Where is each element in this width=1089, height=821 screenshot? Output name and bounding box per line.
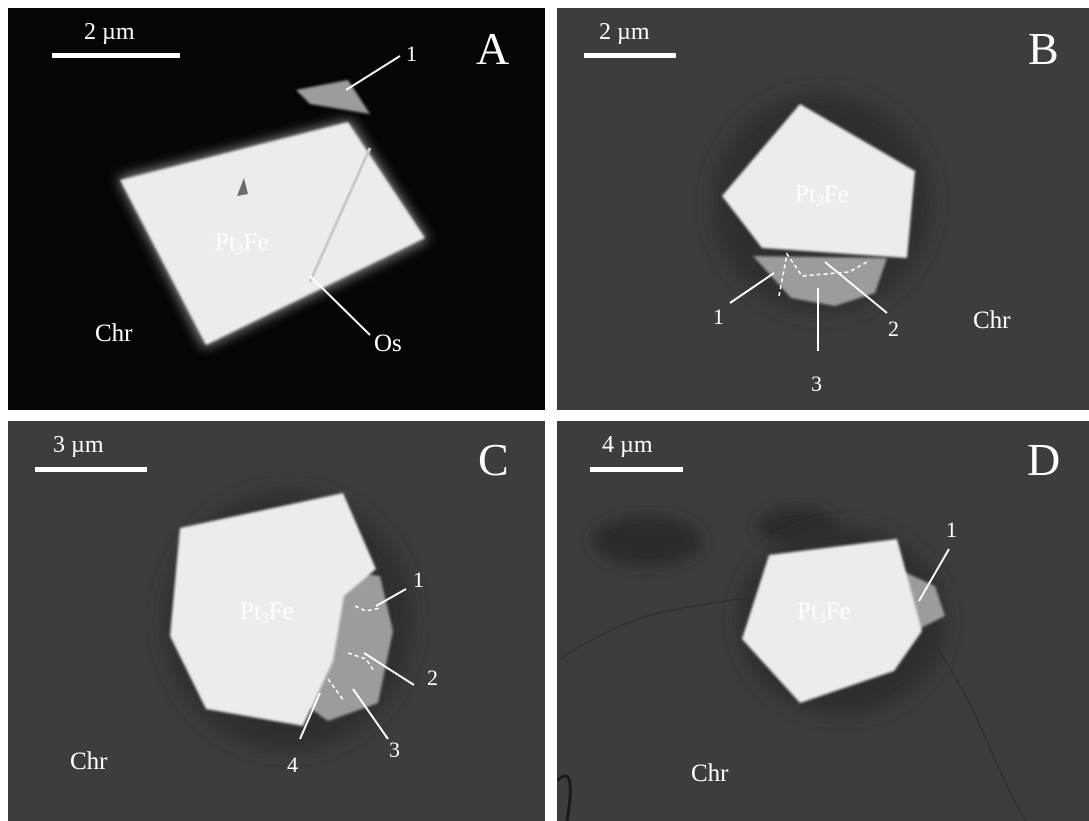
scale-label: 4 µm: [602, 432, 653, 458]
inclusion-zone: [300, 571, 393, 721]
dashed-boundary-3: [327, 678, 345, 702]
scale-label: 3 µm: [53, 432, 104, 458]
label-3: 3: [389, 737, 400, 762]
leader-3: [352, 688, 389, 740]
leader-1: [375, 588, 407, 607]
scale-bar: [52, 53, 180, 58]
matrix-label: Chr: [95, 320, 133, 347]
scale-bar: [35, 467, 147, 472]
panel-c-image: [163, 491, 415, 751]
pt3fe-grain: [742, 539, 922, 703]
panel-a: 2 µm A 1 Pt3Fe Chr Os: [8, 8, 545, 410]
panel-b-image: [712, 93, 932, 351]
grain-label: Pt3Fe: [797, 598, 851, 628]
os-seam: [308, 147, 372, 283]
leader-1: [345, 55, 401, 91]
panel-label: C: [478, 434, 509, 485]
pore: [237, 178, 248, 196]
grain-label: Pt3Fe: [795, 181, 849, 211]
leader-1: [918, 548, 950, 602]
matrix-label: Chr: [691, 760, 729, 787]
inclusion-1: [296, 80, 370, 114]
dashed-boundary: [778, 251, 868, 297]
panel-c: 3 µm C Pt3Fe Chr 1 2 3 4: [8, 421, 545, 821]
label-os: Os: [374, 330, 402, 357]
label-2: 2: [888, 316, 899, 341]
leader-4: [299, 692, 321, 740]
dark-patch: [592, 516, 702, 566]
panel-label: A: [476, 23, 510, 74]
leader-2: [363, 652, 415, 686]
grain-label: Pt3Fe: [240, 598, 294, 628]
crack: [557, 595, 768, 662]
pt3fe-grain: [120, 122, 425, 345]
label-3: 3: [811, 371, 822, 396]
panel-label: B: [1028, 23, 1059, 74]
label-1: 1: [406, 41, 417, 66]
leader-1: [729, 272, 775, 304]
label-1: 1: [946, 517, 957, 542]
scale-bar: [584, 53, 676, 58]
panel-d: 4 µm D Pt3Fe Chr 1: [557, 421, 1089, 821]
pt3fe-grain: [170, 493, 376, 726]
label-4: 4: [287, 752, 298, 777]
panel-d-image: [557, 508, 1028, 821]
panel-label: D: [1027, 434, 1061, 485]
leader-2: [824, 261, 888, 314]
matrix-label: Chr: [70, 748, 108, 775]
label-1: 1: [413, 567, 424, 592]
pt3fe-grain: [722, 104, 915, 258]
inclusion-zone: [753, 256, 887, 306]
panel-a-image: [118, 55, 428, 348]
label-1: 1: [713, 304, 724, 329]
scale-bar: [590, 467, 683, 472]
leader-os: [309, 275, 371, 336]
crack: [557, 774, 572, 821]
grain-label: Pt3Fe: [215, 229, 269, 259]
label-2: 2: [427, 665, 438, 690]
dashed-boundary-2: [347, 652, 375, 672]
panel-b: 2 µm B Pt3Fe Chr 1 2 3: [557, 8, 1089, 410]
scale-label: 2 µm: [599, 19, 650, 45]
dashed-boundary-1: [354, 605, 381, 612]
matrix-label: Chr: [973, 307, 1011, 334]
scale-label: 2 µm: [84, 19, 135, 45]
